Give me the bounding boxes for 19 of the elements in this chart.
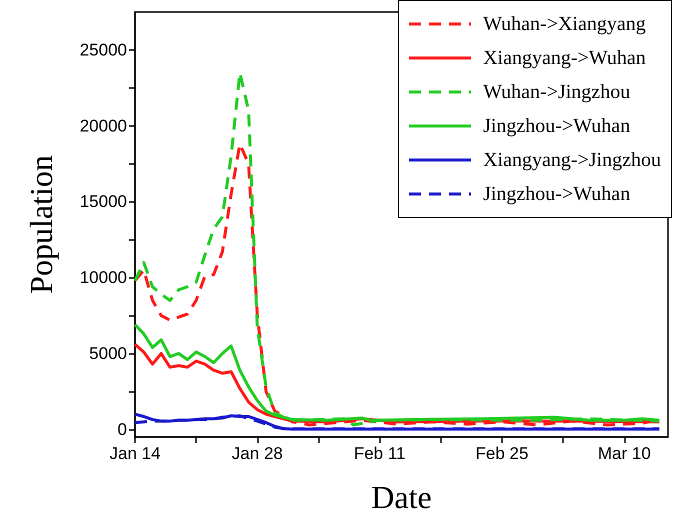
legend-label: Jingzhou->Wuhan [483,182,630,207]
legend-label: Xiangyang->Jingzhou [483,148,661,173]
legend-label: Jingzhou->Wuhan [483,114,630,139]
x-tick-label: Feb 25 [476,444,528,463]
x-tick-label: Jan 28 [232,444,283,463]
x-tick-label: Mar 10 [598,444,651,463]
y-tick-label: 10000 [80,268,127,288]
x-tick-label: Jan 14 [109,444,161,463]
legend-label: Wuhan->Jingzhou [483,80,630,105]
x-tick-label: Feb 11 [354,444,406,463]
legend-label: Wuhan->Xiangyang [483,12,646,37]
y-axis-title: Population [23,155,59,294]
y-tick-label: 25000 [80,40,127,60]
x-axis-title: Date [371,479,432,515]
legend-label: Xiangyang->Wuhan [483,46,646,71]
y-tick-label: 0 [118,420,127,439]
y-tick-label: 5000 [89,344,127,364]
y-tick-label: 15000 [80,192,127,212]
y-tick-label: 20000 [80,116,127,136]
